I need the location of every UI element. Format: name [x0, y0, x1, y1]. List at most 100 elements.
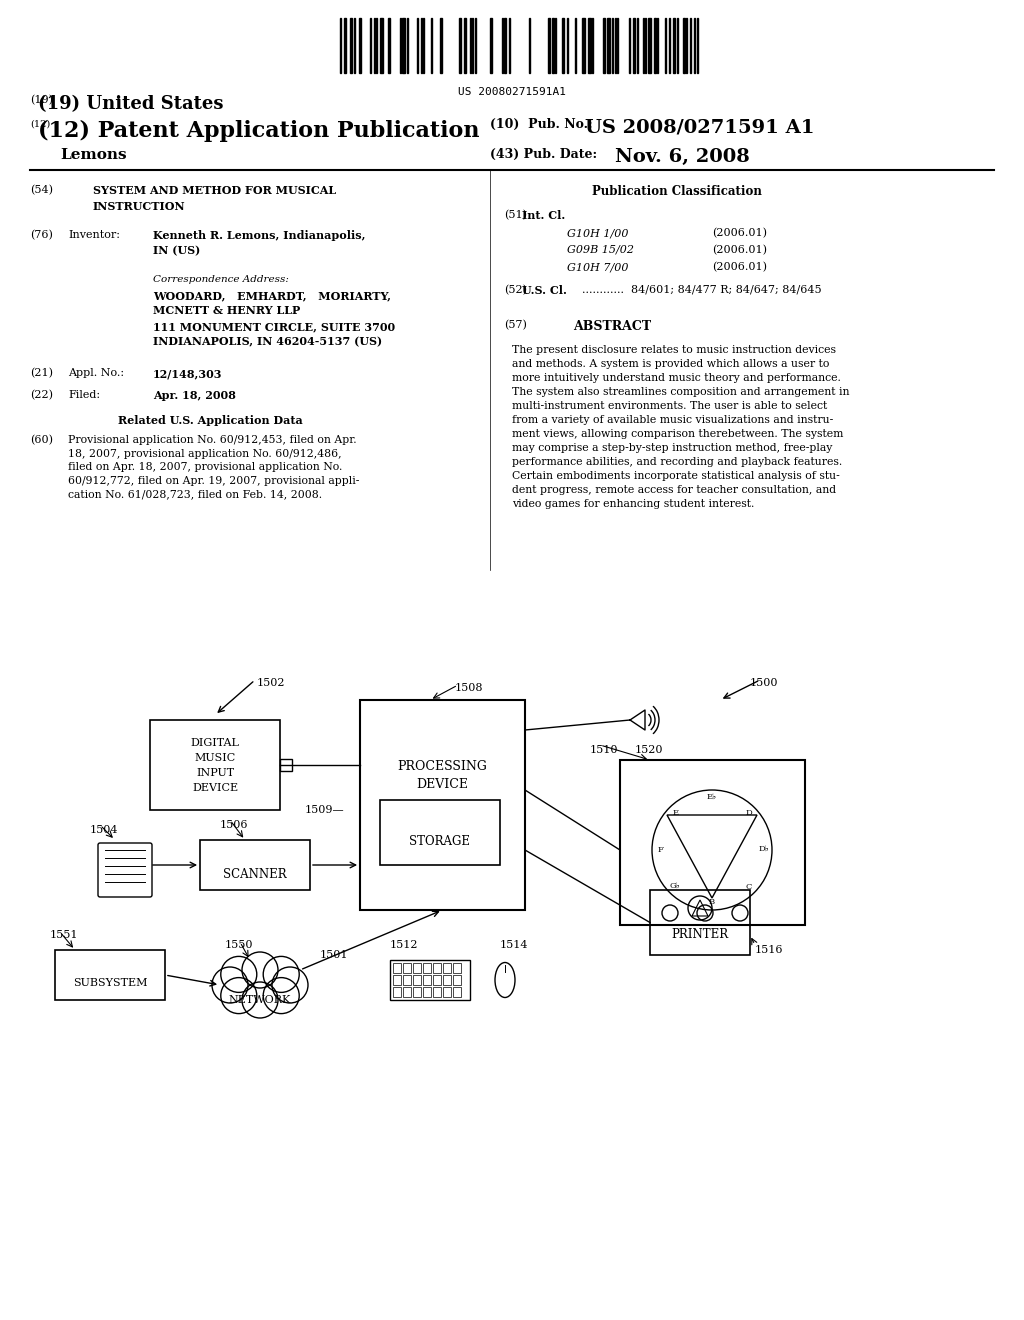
Text: Filed:: Filed:: [68, 389, 100, 400]
Text: G09B 15/02: G09B 15/02: [567, 246, 634, 255]
Text: SUBSYSTEM: SUBSYSTEM: [73, 978, 147, 987]
Bar: [403, 964, 411, 973]
Text: Publication Classification: Publication Classification: [592, 185, 762, 198]
Bar: [359, 18, 361, 73]
Text: (51): (51): [504, 210, 527, 220]
Bar: [620, 760, 805, 925]
Bar: [150, 719, 280, 810]
Text: (21): (21): [30, 368, 53, 379]
Text: B: B: [709, 898, 715, 906]
Bar: [380, 800, 500, 865]
Bar: [654, 18, 656, 73]
Text: E: E: [672, 809, 678, 817]
Text: 12/148,303: 12/148,303: [153, 368, 222, 379]
Text: (10)  Pub. No.:: (10) Pub. No.:: [490, 117, 601, 131]
Text: (52): (52): [504, 285, 527, 296]
Text: (43) Pub. Date:: (43) Pub. Date:: [490, 148, 597, 161]
Text: DEVICE: DEVICE: [417, 777, 469, 791]
Text: Kenneth R. Lemons, Indianapolis,
IN (US): Kenneth R. Lemons, Indianapolis, IN (US): [153, 230, 366, 256]
Text: (2006.01): (2006.01): [712, 261, 767, 272]
Text: G10H 7/00: G10H 7/00: [567, 261, 629, 272]
Text: WOODARD,   EMHARDT,   MORIARTY,
MCNETT & HENRY LLP
111 MONUMENT CIRCLE, SUITE 37: WOODARD, EMHARDT, MORIARTY, MCNETT & HEN…: [153, 290, 395, 347]
Bar: [562, 18, 564, 73]
Text: PRINTER: PRINTER: [672, 928, 728, 941]
Bar: [423, 975, 431, 985]
Text: ............  84/601; 84/477 R; 84/647; 84/645: ............ 84/601; 84/477 R; 84/647; 8…: [582, 285, 821, 294]
Bar: [648, 18, 651, 73]
Bar: [588, 18, 591, 73]
Text: 1551: 1551: [50, 931, 79, 940]
Text: 1504: 1504: [90, 825, 119, 836]
Bar: [402, 18, 406, 73]
Bar: [683, 18, 685, 73]
Text: (76): (76): [30, 230, 53, 240]
Text: (12) Patent Application Publication: (12) Patent Application Publication: [38, 120, 479, 143]
Bar: [344, 18, 346, 73]
Bar: [403, 975, 411, 985]
Text: The present disclosure relates to music instruction devices
and methods. A syste: The present disclosure relates to music …: [512, 345, 850, 510]
Bar: [433, 987, 441, 997]
Bar: [390, 960, 470, 1001]
Bar: [413, 975, 421, 985]
Bar: [459, 18, 461, 73]
Bar: [350, 18, 352, 73]
Text: (57): (57): [504, 319, 527, 330]
Bar: [582, 18, 585, 73]
Text: 1502: 1502: [257, 678, 286, 688]
Text: Provisional application No. 60/912,453, filed on Apr.
18, 2007, provisional appl: Provisional application No. 60/912,453, …: [68, 436, 359, 499]
Text: US 2008/0271591 A1: US 2008/0271591 A1: [585, 117, 814, 136]
Bar: [453, 964, 461, 973]
Bar: [380, 18, 383, 73]
Bar: [393, 964, 401, 973]
Text: 1514: 1514: [500, 940, 528, 950]
Text: Int. Cl.: Int. Cl.: [522, 210, 565, 220]
Text: 1520: 1520: [635, 744, 664, 755]
Bar: [393, 975, 401, 985]
Bar: [388, 18, 390, 73]
Text: Correspondence Address:: Correspondence Address:: [153, 275, 289, 284]
Bar: [423, 987, 431, 997]
Text: 1516: 1516: [755, 945, 783, 954]
Bar: [552, 18, 554, 73]
Bar: [548, 18, 550, 73]
Text: F: F: [657, 846, 663, 854]
Text: (2006.01): (2006.01): [712, 228, 767, 239]
Text: (2006.01): (2006.01): [712, 246, 767, 255]
Text: D♭: D♭: [759, 846, 769, 854]
Bar: [433, 975, 441, 985]
Text: SCANNER: SCANNER: [223, 869, 287, 880]
Bar: [360, 700, 525, 909]
Bar: [403, 987, 411, 997]
Text: U.S. Cl.: U.S. Cl.: [522, 285, 567, 296]
Bar: [607, 18, 610, 73]
Text: 1550: 1550: [225, 940, 254, 950]
Bar: [440, 18, 442, 73]
Bar: [413, 987, 421, 997]
Bar: [453, 975, 461, 985]
Text: 1510: 1510: [590, 744, 618, 755]
Text: STORAGE: STORAGE: [410, 836, 470, 847]
Text: Lemons: Lemons: [60, 148, 127, 162]
Text: (12): (12): [30, 120, 50, 129]
Bar: [200, 840, 310, 890]
Text: (54): (54): [30, 185, 53, 195]
Text: G♭: G♭: [670, 883, 681, 891]
Text: (22): (22): [30, 389, 53, 400]
Text: DIGITAL: DIGITAL: [190, 738, 240, 748]
Text: 1500: 1500: [750, 678, 778, 688]
Text: 1501: 1501: [319, 950, 348, 960]
Text: ABSTRACT: ABSTRACT: [573, 319, 651, 333]
Text: (19): (19): [30, 95, 53, 106]
Bar: [673, 18, 675, 73]
Bar: [504, 18, 506, 73]
Bar: [490, 18, 492, 73]
Text: Inventor:: Inventor:: [68, 230, 120, 240]
Bar: [393, 987, 401, 997]
Bar: [55, 950, 165, 1001]
Bar: [443, 987, 451, 997]
Bar: [423, 964, 431, 973]
Bar: [443, 964, 451, 973]
Bar: [280, 759, 292, 771]
Bar: [603, 18, 605, 73]
Bar: [633, 18, 635, 73]
